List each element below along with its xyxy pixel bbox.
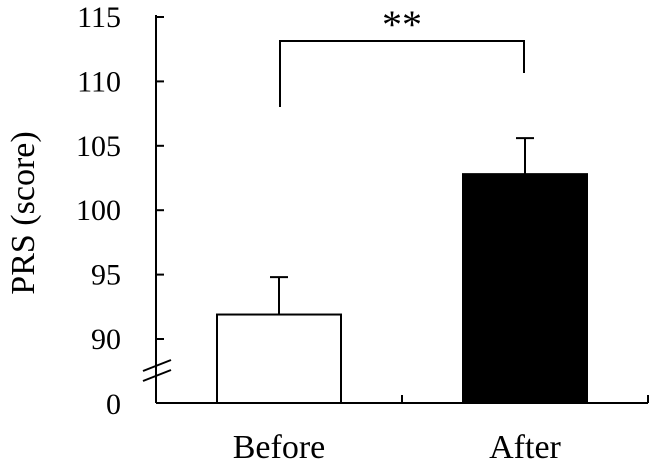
x-tick-labels: Before After [233, 429, 562, 465]
y-axis-title: PRS (score) [5, 131, 42, 294]
bar-before [216, 313, 342, 405]
y-tick-label-95: 95 [91, 259, 121, 292]
y-tick-label-110: 110 [77, 65, 121, 98]
x-tick-label-after: After [489, 429, 561, 465]
y-ticks: 90 95 100 105 110 115 [76, 1, 164, 356]
bar-after [462, 173, 588, 404]
x-tick-label-before: Before [233, 429, 326, 465]
y-tick-label-zero: 0 [106, 388, 121, 421]
significance-bracket [279, 40, 525, 107]
y-tick-label-90: 90 [91, 323, 121, 356]
significance-label: ** [382, 2, 422, 47]
y-tick-label-105: 105 [76, 130, 121, 163]
y-tick-label-100: 100 [76, 194, 121, 227]
axis-break-mark-lower [142, 369, 172, 382]
y-tick-label-115: 115 [77, 1, 121, 34]
bars [216, 137, 588, 405]
axis-break-mark-upper [142, 359, 172, 372]
